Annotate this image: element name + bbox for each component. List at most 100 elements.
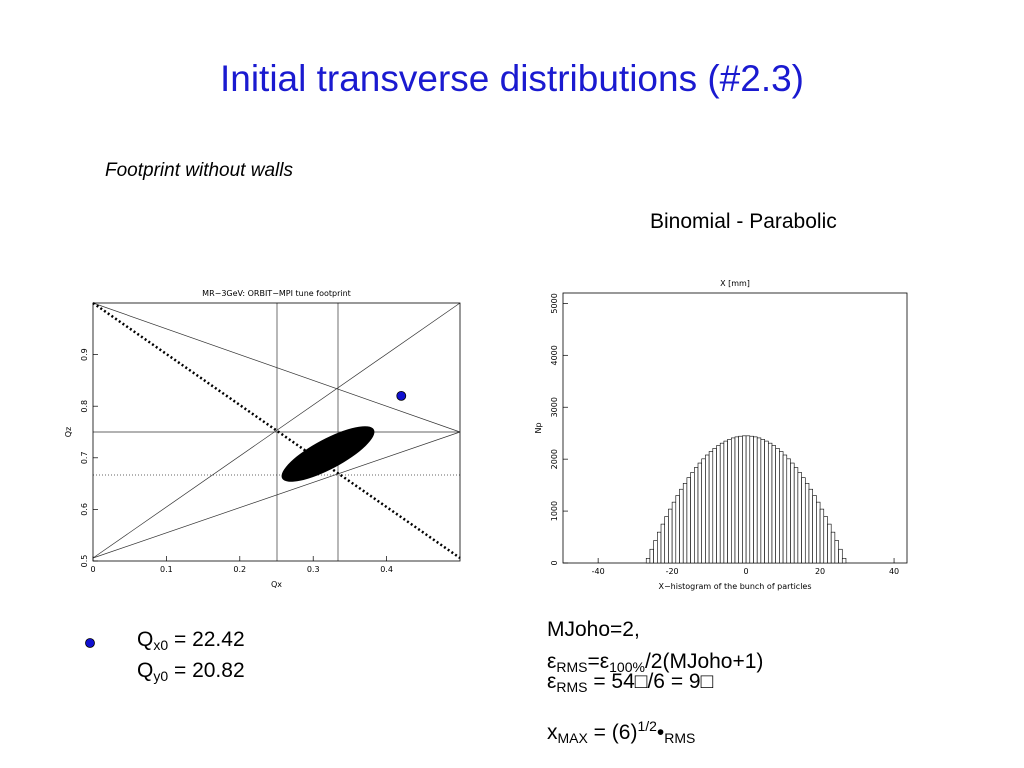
y-axis-label: Np xyxy=(534,422,543,433)
histogram-bar xyxy=(657,531,662,564)
histogram-bar xyxy=(804,482,810,564)
histogram-bar xyxy=(716,445,721,564)
text-segment: = (6) xyxy=(587,721,638,744)
y-tick-label: 0.5 xyxy=(80,555,89,568)
histogram-bar xyxy=(734,436,739,564)
histogram-bar xyxy=(812,495,817,564)
resonance-line xyxy=(92,431,461,559)
slide-title: Initial transverse distributions (#2.3) xyxy=(219,58,805,99)
histogram-bar xyxy=(753,436,758,564)
subtitle: Footprint without walls xyxy=(105,160,293,181)
histogram-bar xyxy=(738,435,743,564)
histogram-bar xyxy=(797,472,802,564)
histogram-bar xyxy=(841,558,847,564)
x-tick-label: 0.3 xyxy=(307,565,320,574)
histogram-bar xyxy=(719,442,725,564)
chart-title: MR−3GeV: ORBIT−MPI tune footprint xyxy=(202,289,351,298)
text-segment: • xyxy=(656,721,665,744)
histogram-bar xyxy=(645,558,651,564)
text-segment: RMS xyxy=(556,679,588,695)
histogram-bar xyxy=(786,458,791,564)
histogram-bar xyxy=(694,467,699,564)
histogram-bar xyxy=(712,448,717,564)
text-segment: MJoho=2, xyxy=(547,618,640,641)
footprint-cloud xyxy=(281,426,375,482)
histogram-bar xyxy=(723,440,728,564)
histogram-bar xyxy=(679,488,684,564)
tune-line: Qx0 = 22.42 xyxy=(137,628,245,653)
resonance-line xyxy=(92,302,461,559)
x-tick-label: 0.4 xyxy=(380,565,393,574)
x-tick-label: 0.2 xyxy=(233,565,246,574)
histogram-bar xyxy=(705,454,710,564)
histogram-bar xyxy=(690,472,695,564)
histogram-bar xyxy=(749,435,754,564)
footprint-core xyxy=(285,450,335,480)
histogram-bar xyxy=(764,440,769,564)
text-segment: Q xyxy=(137,628,154,651)
y-tick-label: 0.8 xyxy=(80,400,89,413)
text-segment: RMS xyxy=(664,730,696,746)
scatter-point xyxy=(396,390,407,401)
note-line: MJoho=2, xyxy=(547,618,640,642)
histogram-bar xyxy=(668,508,673,564)
histogram-bar xyxy=(819,508,825,564)
histogram-bar xyxy=(834,540,839,564)
histogram-bar xyxy=(671,501,677,564)
text-segment: ε xyxy=(547,650,557,673)
text-segment: MAX xyxy=(557,730,588,746)
text-segment: RMS xyxy=(556,659,588,675)
histogram-bar xyxy=(745,435,751,564)
histogram-bar xyxy=(756,437,762,564)
histogram-bar xyxy=(760,439,765,564)
histogram-bar xyxy=(697,462,703,564)
y-tick-label: 0.7 xyxy=(80,451,89,464)
note-line: xMAX = (6)1/2•RMS xyxy=(547,718,695,746)
y-tick-label: 4000 xyxy=(550,345,559,365)
histogram-bar xyxy=(664,516,669,564)
histogram-bar xyxy=(827,523,832,564)
y-tick-label: 3000 xyxy=(550,397,559,417)
text-segment: 1/2 xyxy=(637,718,657,734)
histogram-bar xyxy=(771,445,776,564)
text-segment: 100% xyxy=(609,659,645,675)
text-segment: x xyxy=(547,721,558,744)
note-line: εRMS = 54□/6 = 9□ xyxy=(547,670,713,695)
histogram-bar xyxy=(782,454,788,564)
x-axis-label: X−histogram of the bunch of particles xyxy=(658,582,811,591)
y-tick-label: 2000 xyxy=(550,449,559,469)
histogram-bar xyxy=(731,437,736,564)
histogram-bar xyxy=(775,448,780,564)
histogram-bar xyxy=(675,495,680,564)
y-tick-label: 0.9 xyxy=(80,348,89,361)
x-tick-label: 0 xyxy=(90,565,95,574)
histogram-bar xyxy=(708,451,714,564)
y-tick-label: 1000 xyxy=(550,501,559,521)
histogram-bar xyxy=(686,477,691,564)
histogram-chart: X [mm] X−histogram of the bunch of partic… xyxy=(534,279,908,591)
histogram-bar xyxy=(838,548,843,564)
y-axis-label: Qz xyxy=(64,427,73,438)
histogram-bar xyxy=(793,467,799,564)
histogram-bar xyxy=(779,451,784,564)
right-heading: Binomial - Parabolic xyxy=(650,210,837,233)
x-tick-label: 0 xyxy=(744,567,749,576)
text-segment: x0 xyxy=(153,637,169,653)
x-tick-label: 40 xyxy=(889,567,899,576)
histogram-bar xyxy=(767,442,773,564)
histogram-bar xyxy=(808,488,813,564)
text-segment: /2(MJoho+1) xyxy=(644,650,764,673)
x-tick-label: 20 xyxy=(815,567,825,576)
histogram-bar xyxy=(816,501,821,564)
y-tick-label: 5000 xyxy=(550,293,559,313)
text-segment: Q xyxy=(137,659,154,682)
note-line: εRMS=ε100%/2(MJoho+1) xyxy=(547,650,763,675)
histogram-bar xyxy=(701,458,706,564)
x-axis-label: Qx xyxy=(271,580,282,589)
bullet-dot xyxy=(85,638,95,648)
plot-frame xyxy=(92,302,461,562)
histogram-bar xyxy=(660,523,666,564)
tune-line: Qy0 = 20.82 xyxy=(137,659,245,684)
text-segment: y0 xyxy=(153,668,169,684)
